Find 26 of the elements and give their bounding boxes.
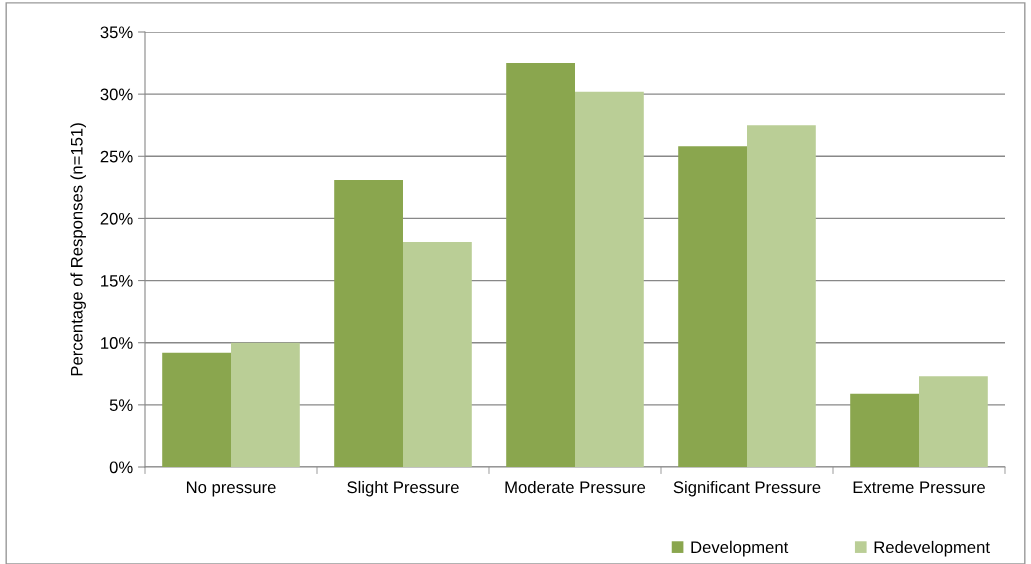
y-tick-label: 25% [100,150,133,163]
y-axis-title: Percentage of Responses (n=151) [70,123,86,376]
x-tick-label: Moderate Pressure [505,480,646,494]
y-tick-label: 5% [109,399,133,412]
legend-label: Development [691,540,789,557]
bar [506,63,575,467]
x-tick-label: Slight Pressure [347,480,459,497]
y-tick-label: 10% [101,337,133,349]
y-tick-label: 0% [109,461,133,474]
bar [919,376,988,467]
legend-label: Redevelopment [874,540,990,557]
y-tick-label: 15% [101,275,133,287]
x-tick-label: Significant Pressure [673,480,821,497]
bar [334,179,403,467]
x-tick-label: Extreme Pressure [853,481,985,494]
bar [678,146,747,467]
bar [575,91,644,467]
bar [747,125,816,467]
y-tick-label: 20% [100,212,133,225]
y-tick-label: 30% [100,88,133,101]
x-tick-label: No pressure [186,481,276,497]
bar [162,352,231,467]
bar [850,393,919,467]
bar [231,342,300,467]
bar [403,242,472,467]
y-tick-label: 35% [100,26,133,39]
